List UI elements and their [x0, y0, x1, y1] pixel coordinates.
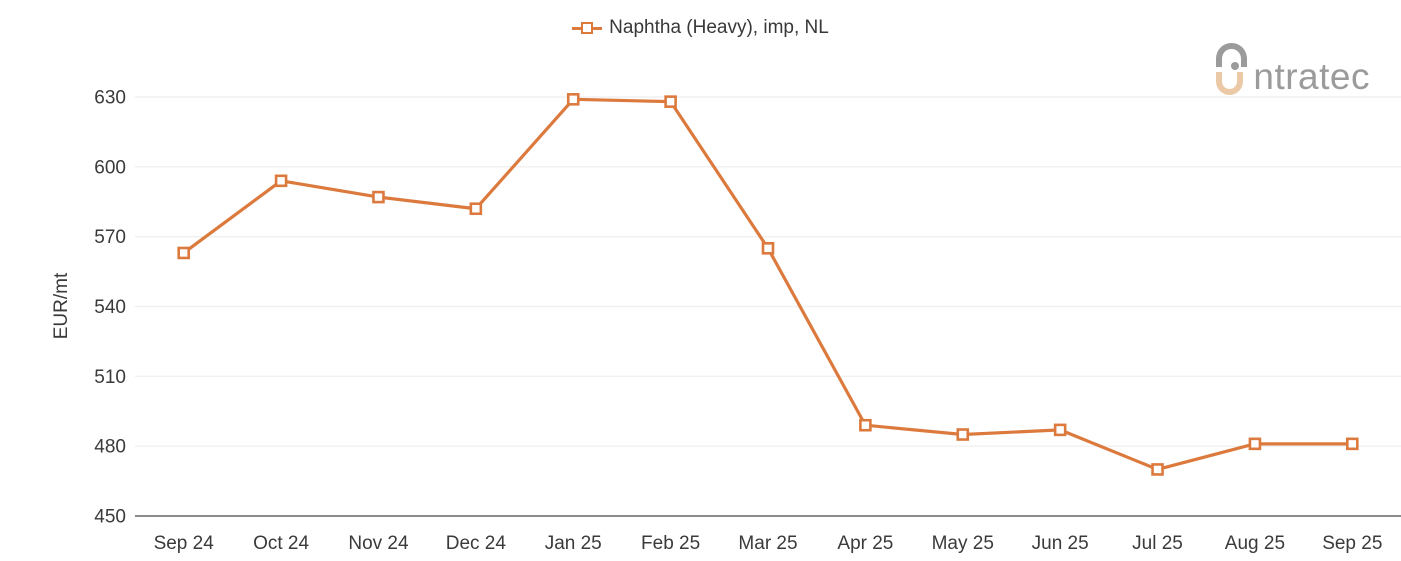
y-tick-label: 450: [94, 507, 126, 528]
legend-series-label: Naphtha (Heavy), imp, NL: [609, 17, 829, 38]
y-tick-label: 480: [94, 437, 126, 458]
y-tick-label: 570: [94, 227, 126, 248]
x-tick-label: Feb 25: [641, 533, 700, 554]
x-tick-label: Apr 25: [837, 533, 893, 554]
data-point-marker: [1346, 437, 1359, 451]
x-tick-label: May 25: [932, 533, 994, 554]
x-tick-label: Mar 25: [738, 533, 797, 554]
chart-legend: Naphtha (Heavy), imp, NL: [0, 17, 1401, 39]
y-tick-label: 600: [94, 157, 126, 178]
x-tick-label: Jan 25: [545, 533, 602, 554]
intratec-logo-text: ntratec: [1253, 56, 1370, 97]
data-point-marker: [469, 202, 483, 216]
y-axis-title: EUR/mt: [51, 272, 72, 339]
data-point-marker: [274, 174, 288, 188]
x-tick-label: Oct 24: [253, 533, 309, 554]
data-point-marker: [1151, 463, 1164, 476]
data-point-marker: [372, 190, 385, 204]
data-point-marker: [1248, 437, 1262, 451]
x-tick-label: Sep 25: [1322, 533, 1382, 554]
data-point-marker: [664, 95, 677, 108]
data-point-marker: [956, 428, 970, 441]
y-tick-label: 630: [94, 88, 126, 109]
y-tick-label: 510: [94, 367, 126, 388]
legend-item-naphtha[interactable]: Naphtha (Heavy), imp, NL: [572, 17, 829, 39]
series-marker-icon: [572, 21, 603, 35]
intratec-logo-icon: [1216, 43, 1254, 96]
logo-arc-shape: [1216, 43, 1248, 67]
data-point-marker: [1053, 423, 1067, 437]
data-point-marker: [566, 93, 580, 106]
x-tick-label: Aug 25: [1225, 533, 1285, 554]
x-tick-label: Nov 24: [348, 533, 409, 554]
intratec-logo: ntratec: [1216, 43, 1370, 96]
data-point-marker: [177, 246, 190, 260]
x-tick-label: Jun 25: [1032, 533, 1089, 554]
x-tick-label: Jul 25: [1132, 533, 1183, 554]
data-point-marker: [859, 418, 872, 432]
series-line: [182, 97, 1354, 472]
y-tick-label: 540: [94, 297, 126, 318]
logo-dot-shape: [1231, 62, 1240, 70]
data-point-marker: [761, 242, 775, 255]
x-tick-label: Dec 24: [446, 533, 507, 554]
x-tick-label: Sep 24: [154, 533, 215, 554]
logo-u-shape: [1216, 72, 1244, 95]
